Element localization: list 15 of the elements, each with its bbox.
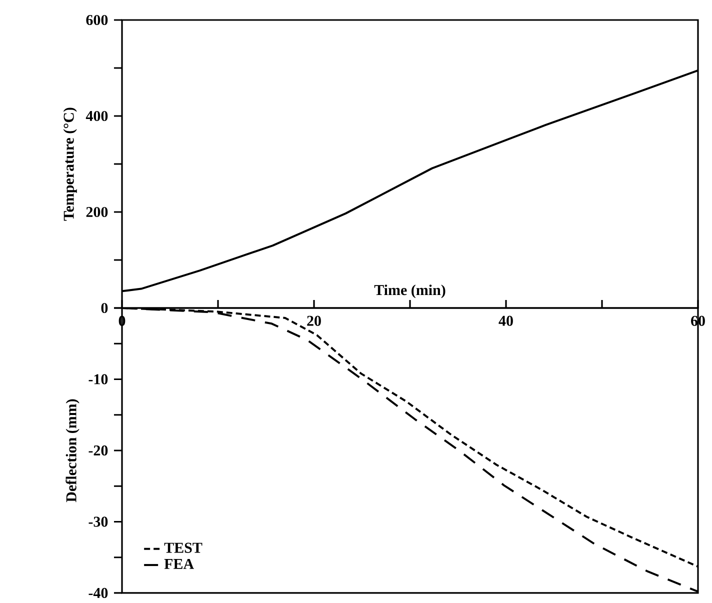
y-tick-label: 400: [86, 110, 108, 122]
y-tick-label: -20: [88, 445, 108, 456]
y-tick-label: -40: [88, 588, 108, 598]
x-axis-title: Time (min): [374, 284, 446, 298]
y-tick-label: -10: [88, 374, 108, 384]
y-tick-label: 200: [86, 206, 108, 218]
y-tick-label: -30: [88, 516, 108, 527]
x-tick-label: 20: [307, 316, 321, 326]
legend-label: TEST: [164, 542, 202, 553]
legend-label: FEA: [164, 558, 194, 569]
x-tick-label: 40: [498, 316, 513, 326]
y-axis-title: Temperature (°C): [63, 108, 77, 221]
y-axis-title: Deflection (mm): [66, 399, 80, 502]
y-tick-label: 600: [86, 14, 108, 26]
y-tick-label: 0: [101, 302, 108, 314]
